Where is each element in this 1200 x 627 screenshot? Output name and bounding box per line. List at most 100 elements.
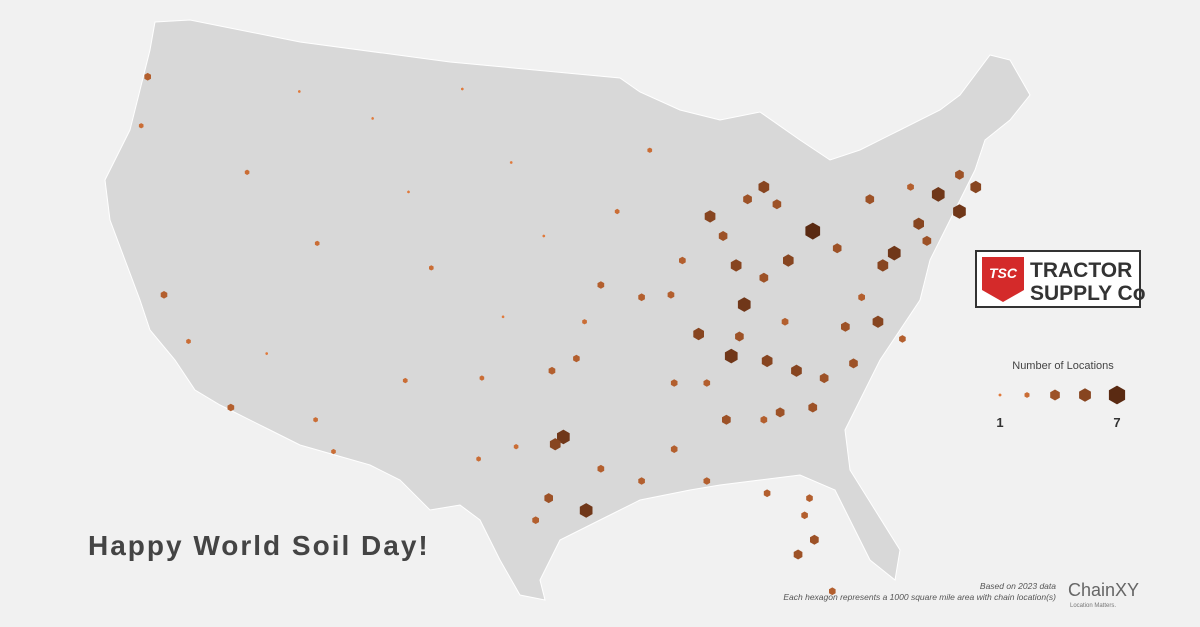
hexagon [513,444,519,450]
hexagon [667,291,675,299]
hexagon [907,183,914,191]
hexagon [735,331,744,342]
hexagon [265,352,268,356]
hexagon [298,90,301,93]
hexagon [704,210,716,223]
hexagon [597,464,605,473]
hexagon [244,169,250,175]
hexagon [841,321,850,332]
hexagon [544,493,553,504]
logo-shield [982,257,1024,302]
hexagon [808,402,818,413]
credit-tagline: Location Matters. [1070,603,1116,609]
hexagon [805,222,821,240]
legend-label: 7 [1113,415,1120,430]
logo-line2: SUPPLY Co [1030,282,1146,305]
hexagon [703,379,711,387]
hexagon [579,503,593,518]
legend-label: 1 [996,415,1003,430]
hexagon [761,354,773,368]
hexagon [703,477,711,485]
hexagon [509,161,513,164]
hexagon [722,414,731,425]
hexagon [331,448,336,455]
hexagon [461,87,464,91]
legend-title: Number of Locations [1012,360,1114,372]
hexagon [760,415,768,424]
hexagon [759,272,769,283]
hexagon [718,231,728,241]
hexagon [730,259,742,272]
hexagon [758,180,770,194]
hexagon [801,511,808,520]
legend-hexagon [1108,385,1126,405]
note-line1: Based on 2023 data [980,581,1056,591]
hexagon [549,438,561,451]
hexagon [542,234,546,238]
hexagon [810,534,819,545]
hexagon [429,265,434,271]
hexagon [557,429,570,445]
hexagon [371,116,374,120]
hexagon [614,208,620,215]
hexagon [647,147,653,153]
hexagon [548,366,556,375]
hexagon [476,456,481,462]
hexagon [865,194,875,205]
hexagon [781,317,789,326]
hexagon [793,549,803,560]
hexagon [144,72,151,81]
credit-name: ChainXY [1068,580,1139,600]
hexagon [670,445,678,453]
legend-hexagon [1079,388,1091,402]
hexagon [772,199,782,210]
headline: Happy World Soil Day! [88,530,430,561]
hexagon [877,259,889,272]
note-line2: Each hexagon represents a 1000 square mi… [783,592,1056,602]
hexagon [160,291,168,299]
hexagon [597,281,605,289]
hexagon [573,354,580,363]
hexagon [479,375,485,381]
hexagon [953,204,966,219]
hexagon [743,194,752,205]
hexagon [532,516,539,524]
hexagon [887,245,901,261]
hexagon [955,169,964,180]
logo-line1: TRACTOR [1030,259,1132,282]
hexagon [582,319,587,325]
hexagon [402,377,408,384]
hexagon [670,379,678,387]
hexagon [138,123,144,129]
legend-hexagon [998,393,1002,397]
hexagon [314,240,320,246]
logo: TSC TRACTOR SUPPLY Co [975,250,1146,308]
hexagon [638,477,645,485]
hexagon [922,235,932,246]
hexagon [763,489,771,498]
hexagon [407,190,410,194]
hexagon [638,293,645,302]
hexagon [227,403,235,412]
hexagon [724,348,738,364]
hexagon [819,373,829,384]
hexagon [832,243,842,254]
legend-hexagon [1024,392,1030,398]
hexagon [737,297,751,312]
hexagon [931,187,945,202]
hexagon [970,180,982,194]
hexagon [899,335,906,343]
hexagon [849,358,858,369]
hexagon [791,364,802,377]
hexagon [679,256,686,265]
hexagon [775,407,785,418]
hexagon [806,494,813,502]
hexagon [501,315,505,319]
hexagon [858,293,865,302]
hexagon [913,217,924,230]
legend-hexagon [1050,389,1060,401]
hexagon [693,327,704,341]
hexagon [186,338,191,344]
hexagon [313,417,318,423]
logo-mark: TSC [989,265,1018,281]
